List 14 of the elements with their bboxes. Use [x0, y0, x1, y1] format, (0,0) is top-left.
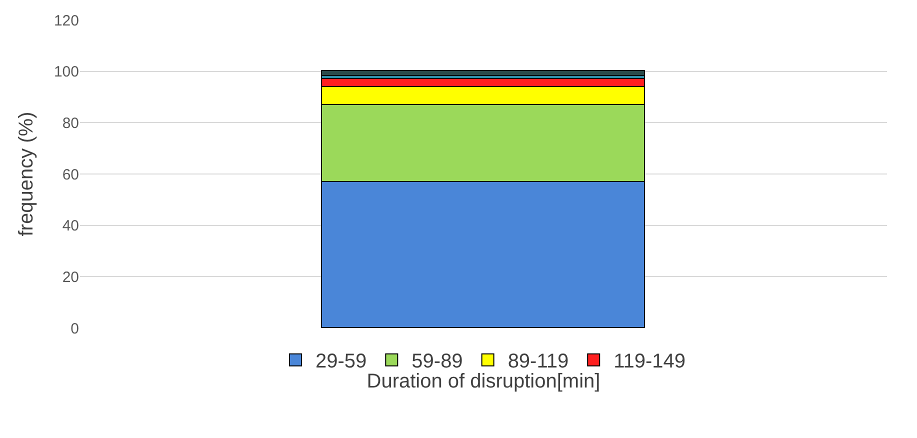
y-tick-label: 20 [62, 268, 79, 286]
x-axis-title: Duration of disruption[min] [366, 370, 600, 392]
y-tick-label: 100 [54, 64, 79, 81]
y-tick-label: 60 [62, 166, 79, 184]
legend-label: 59-89 [412, 350, 463, 373]
y-axis-title: frequency (%) [15, 112, 38, 236]
y-tick-label: 120 [54, 12, 79, 30]
legend-label: 29-59 [316, 350, 367, 373]
legend-label: 89-119 [508, 350, 569, 373]
y-tick-label: 0 [70, 320, 79, 338]
bar [321, 70, 645, 76]
legend-label: 119-149 [614, 350, 686, 373]
y-tick-label: 80 [62, 114, 79, 132]
y-tick-label: 40 [62, 218, 79, 235]
